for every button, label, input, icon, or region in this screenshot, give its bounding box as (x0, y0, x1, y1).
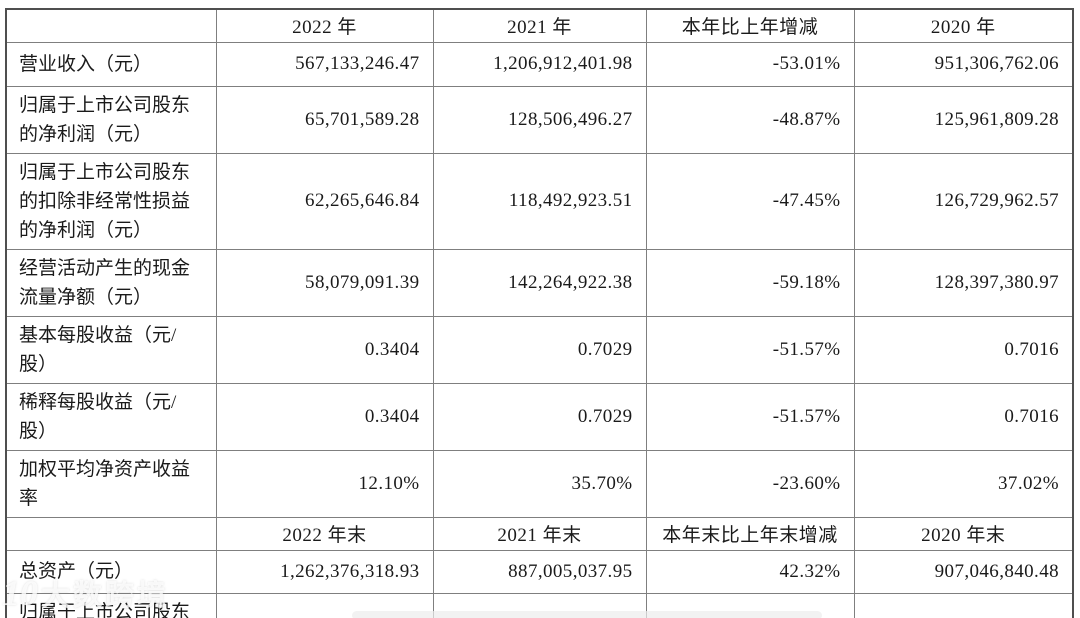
table-row-weighted-avg-roe: 加权平均净资产收益率 12.10% 35.70% -23.60% 37.02% (5, 449, 1074, 518)
cell-2021: 887,005,037.95 (432, 549, 647, 594)
table-row-diluted-eps: 稀释每股收益（元/股） 0.3404 0.7029 -51.57% 0.7016 (5, 382, 1074, 451)
cell-2021: 128,506,496.27 (432, 85, 647, 154)
cell-2022: 0.3404 (215, 382, 434, 451)
cell-2020: 0.7016 (853, 382, 1074, 451)
cell-change: 171.29% (645, 592, 855, 618)
row-label: 加权平均净资产收益率 (5, 449, 217, 518)
cell-change: -51.57% (645, 382, 855, 451)
cell-2020: 0.7016 (853, 315, 1074, 384)
row-label: 经营活动产生的现金流量净额（元） (5, 248, 217, 317)
cell-2020: 37.02% (853, 449, 1074, 518)
cell-2020: 325,872,901.27 (853, 592, 1074, 618)
row-label: 稀释每股收益（元/股） (5, 382, 217, 451)
cell-2020: 951,306,762.06 (853, 41, 1074, 87)
cell-2021: 35.70% (432, 449, 647, 518)
cell-2021: 0.7029 (432, 382, 647, 451)
row-label: 归属于上市公司股东的净利润（元） (5, 85, 217, 154)
row-label: 营业收入（元） (5, 41, 217, 87)
table-row-operating-cash-flow: 经营活动产生的现金流量净额（元） 58,079,091.39 142,264,9… (5, 248, 1074, 317)
header-yoy-change: 本年比上年增减 (645, 8, 855, 43)
cell-2020: 125,961,809.28 (853, 85, 1074, 154)
table-row-basic-eps: 基本每股收益（元/股） 0.3404 0.7029 -51.57% 0.7016 (5, 315, 1074, 384)
cell-2020: 126,729,962.57 (853, 152, 1074, 250)
cell-change: -47.45% (645, 152, 855, 250)
table-row-net-assets: 归属于上市公司股东的净资产（元） 1,091,206,949.85 402,23… (5, 592, 1074, 618)
cell-2022: 1,091,206,949.85 (215, 592, 434, 618)
table-row-total-assets: 总资产（元） 1,262,376,318.93 887,005,037.95 4… (5, 549, 1074, 594)
cell-2022: 12.10% (215, 449, 434, 518)
cell-2022: 62,265,646.84 (215, 152, 434, 250)
table-row-revenue: 营业收入（元） 567,133,246.47 1,206,912,401.98 … (5, 41, 1074, 87)
header-empty-cell (5, 8, 217, 43)
header-2022-eop: 2022 年末 (215, 516, 434, 551)
cell-change: -53.01% (645, 41, 855, 87)
period-header-row: 2022 年 2021 年 本年比上年增减 2020 年 (5, 8, 1074, 43)
cell-2020: 907,046,840.48 (853, 549, 1074, 594)
row-label: 归属于上市公司股东的净资产（元） (5, 592, 217, 618)
header-2020: 2020 年 (853, 8, 1074, 43)
row-label: 归属于上市公司股东的扣除非经常性损益的净利润（元） (5, 152, 217, 250)
cell-2021: 142,264,922.38 (432, 248, 647, 317)
cell-change: 42.32% (645, 549, 855, 594)
cell-2021: 118,492,923.51 (432, 152, 647, 250)
cell-change: -51.57% (645, 315, 855, 384)
cell-2021: 402,231,319.07 (432, 592, 647, 618)
row-label: 总资产（元） (5, 549, 217, 594)
header-empty-cell (5, 516, 217, 551)
cell-2022: 0.3404 (215, 315, 434, 384)
table-row-net-profit: 归属于上市公司股东的净利润（元） 65,701,589.28 128,506,4… (5, 85, 1074, 154)
header-eop-change: 本年末比上年末增减 (645, 516, 855, 551)
cell-2022: 65,701,589.28 (215, 85, 434, 154)
cell-2020: 128,397,380.97 (853, 248, 1074, 317)
cell-2021: 1,206,912,401.98 (432, 41, 647, 87)
header-2022: 2022 年 (215, 8, 434, 43)
cell-2022: 1,262,376,318.93 (215, 549, 434, 594)
header-2021: 2021 年 (432, 8, 647, 43)
financial-summary-table: 2022 年 2021 年 本年比上年增减 2020 年 营业收入（元） 567… (5, 8, 1074, 618)
cell-2022: 567,133,246.47 (215, 41, 434, 87)
cell-change: -48.87% (645, 85, 855, 154)
cell-change: -23.60% (645, 449, 855, 518)
eop-header-row: 2022 年末 2021 年末 本年末比上年末增减 2020 年末 (5, 516, 1074, 551)
cell-change: -59.18% (645, 248, 855, 317)
table-row-net-profit-excl-nonrecurring: 归属于上市公司股东的扣除非经常性损益的净利润（元） 62,265,646.84 … (5, 152, 1074, 250)
row-label: 基本每股收益（元/股） (5, 315, 217, 384)
cell-2021: 0.7029 (432, 315, 647, 384)
cell-2022: 58,079,091.39 (215, 248, 434, 317)
header-2021-eop: 2021 年末 (432, 516, 647, 551)
header-2020-eop: 2020 年末 (853, 516, 1074, 551)
